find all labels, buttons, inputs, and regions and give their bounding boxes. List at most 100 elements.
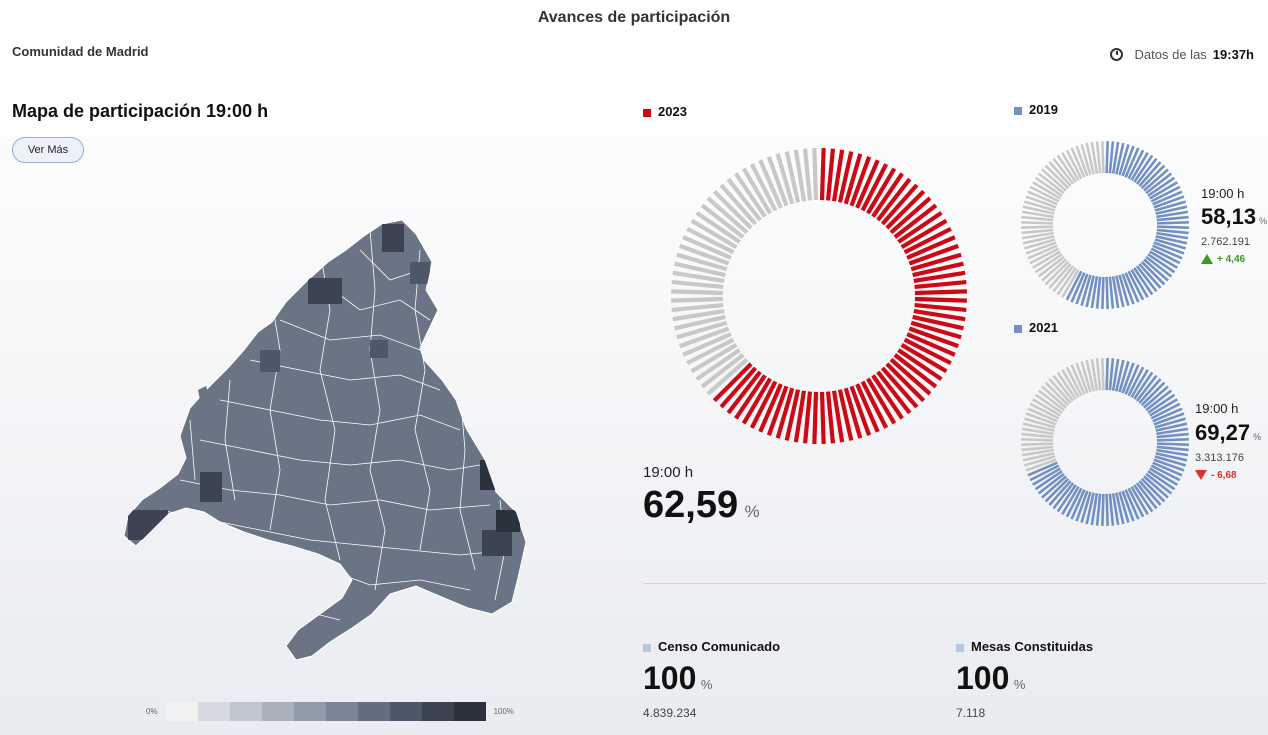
donut-bar-empty xyxy=(1056,154,1077,183)
update-prefix: Datos de las xyxy=(1134,47,1207,62)
donut-bar-empty xyxy=(1021,438,1054,442)
mesas-value-number: 100 xyxy=(956,660,1010,696)
legend-swatch xyxy=(357,702,390,721)
donut-bar-empty xyxy=(1065,366,1083,397)
donut-bar-filled xyxy=(914,296,967,303)
donut-bar-empty xyxy=(1021,231,1054,240)
donut-bar-empty xyxy=(1029,247,1060,265)
donut-bar-filled xyxy=(906,332,956,357)
donut-bar-filled xyxy=(775,387,795,439)
donut-bar-empty xyxy=(1032,398,1061,417)
donut-bar-empty xyxy=(766,156,789,207)
donut-bar-filled xyxy=(1145,389,1173,412)
donut-bar-filled xyxy=(1143,258,1169,282)
donut-bar-filled xyxy=(914,279,967,290)
donut-bar-filled xyxy=(876,177,912,222)
donut-bar-filled xyxy=(910,252,962,272)
region-name: Comunidad de Madrid xyxy=(12,44,149,59)
legend-2021-label: 2021 xyxy=(1029,320,1058,335)
donut-bar-empty xyxy=(1085,142,1095,175)
legend-swatch xyxy=(389,702,422,721)
donut-bar-filled xyxy=(1150,185,1181,203)
donut-bar-filled xyxy=(1138,480,1162,506)
donut-bar-filled xyxy=(1135,157,1158,185)
donut-bar-filled xyxy=(885,189,926,230)
donut-bar-filled xyxy=(1095,493,1102,526)
legend-2021-swatch xyxy=(1014,324,1022,333)
donut-bar-empty xyxy=(686,226,735,255)
legend-2019-label: 2019 xyxy=(1029,102,1058,117)
donut-bar-filled xyxy=(1111,141,1120,174)
legend-swatch xyxy=(421,702,454,721)
donut-bar-filled xyxy=(1150,464,1181,482)
donut-bar-filled xyxy=(889,196,932,235)
participation-map[interactable] xyxy=(120,210,540,670)
donut-bar-filled xyxy=(1138,263,1162,289)
donut-bar-filled xyxy=(889,357,932,396)
donut-bar-filled xyxy=(1121,490,1135,522)
donut-bar-empty xyxy=(1041,168,1067,192)
donut-bar-empty xyxy=(1052,265,1075,293)
donut-bar-filled xyxy=(784,389,801,441)
donut-bar-empty xyxy=(1101,141,1105,174)
donut-bar-empty xyxy=(1023,455,1056,467)
donut-bar-filled xyxy=(893,353,938,389)
donut-bar-filled xyxy=(1121,273,1135,305)
donut-bar-filled xyxy=(1155,452,1188,462)
donut-bar-filled xyxy=(1108,358,1115,391)
donut-bar-empty xyxy=(1085,359,1095,392)
donut-bar-filled xyxy=(1115,142,1125,175)
donut-bar-empty xyxy=(1044,260,1070,286)
donut-bar-empty xyxy=(1022,422,1055,432)
donut-bar-filled xyxy=(766,385,789,436)
donut-bar-empty xyxy=(695,211,741,244)
donut-bar-filled xyxy=(831,390,845,443)
donut-bar-empty xyxy=(672,270,725,284)
legend-swatch xyxy=(229,702,262,721)
donut-bar-empty xyxy=(1095,358,1102,391)
donut-bar-empty xyxy=(1025,241,1057,255)
donut-bar-empty xyxy=(1090,358,1099,391)
donut-bar-filled xyxy=(910,320,962,340)
donut-bar-filled xyxy=(855,159,880,209)
donut-bar-filled xyxy=(908,243,959,266)
donut-bar-filled xyxy=(1070,489,1086,520)
donut-bar-filled xyxy=(903,337,952,366)
donut-bar-filled xyxy=(1111,276,1120,309)
donut-bar-filled xyxy=(1156,432,1189,439)
donut-bar-empty xyxy=(1048,378,1072,404)
ver-mas-button[interactable]: Ver Más xyxy=(12,137,84,163)
legend-min-label: 0% xyxy=(146,707,158,716)
donut-bar-empty xyxy=(1021,221,1054,225)
donut-bar-filled xyxy=(843,153,863,205)
donut-bar-filled xyxy=(849,156,872,207)
map-legend: 0% 100% xyxy=(138,702,522,721)
donut-bar-filled xyxy=(913,308,966,322)
donut-bar-filled xyxy=(1108,276,1115,309)
donut-bar-empty xyxy=(1021,225,1054,229)
donut-bar-filled xyxy=(880,366,919,409)
donut-bar-empty xyxy=(1056,267,1077,296)
legend-2023-label: 2023 xyxy=(658,104,687,119)
donut-bar-filled xyxy=(1156,448,1189,457)
donut-bar-empty xyxy=(775,153,795,205)
donut-bar-empty xyxy=(712,189,753,230)
donut-bar-filled xyxy=(1154,200,1187,212)
donut-bar-empty xyxy=(1041,258,1067,282)
clock-icon xyxy=(1109,48,1123,61)
donut-bar-empty xyxy=(1021,448,1054,457)
donut-bar-filled xyxy=(866,167,897,215)
donut-2021 xyxy=(1021,358,1189,526)
legend-swatch xyxy=(165,702,198,721)
donut-bar-filled xyxy=(1149,398,1178,417)
donut-bar-empty xyxy=(1029,185,1060,203)
donut-bar-empty xyxy=(1023,200,1056,212)
donut-bar-filled xyxy=(1090,493,1099,526)
donut-bar-empty xyxy=(1070,147,1086,178)
donut-bar-filled xyxy=(1154,238,1187,250)
donut-bar-filled xyxy=(1118,274,1130,307)
donut-bar-filled xyxy=(871,374,904,420)
donut-bar-filled xyxy=(1108,493,1115,526)
donut-bar-filled xyxy=(1127,149,1145,180)
donut-bar-filled xyxy=(726,370,762,415)
